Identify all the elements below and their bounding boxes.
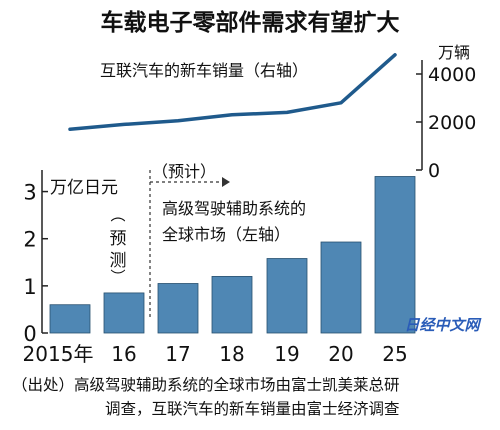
bar: [157, 283, 199, 334]
x-tick-label: 20: [328, 342, 353, 366]
bar: [211, 276, 253, 334]
line-layer: [68, 53, 397, 131]
bar: [374, 176, 416, 334]
x-tick-label: 16: [111, 342, 136, 366]
bar: [103, 292, 145, 334]
forecast-note-close: ︶: [110, 268, 125, 286]
right-tick-label: 0: [428, 160, 440, 182]
left-tick-label: 1: [23, 275, 36, 299]
right-axis: 0 2000 4000: [416, 60, 476, 182]
bar-axis-unit: 万亿日元: [50, 178, 118, 198]
source-line-2: 调查，互联汽车的新车销量由富士经济调查: [105, 400, 400, 418]
forecast-note: ︵ 预测︶: [110, 206, 127, 286]
line-series-name: 互联汽车的新车销量（右轴）: [100, 61, 308, 80]
forecast-arrow-head: [222, 177, 230, 187]
x-tick-label: 2015年: [23, 342, 94, 366]
right-tick-label: 2000: [428, 112, 476, 134]
forecast-range-label: （预计）: [152, 162, 216, 181]
line-axis-unit: 万辆: [438, 43, 470, 62]
forecast-note-char: 测: [110, 251, 127, 271]
x-tick-label: 18: [219, 342, 244, 366]
bar-series-name-line2: 全球市场（左轴）: [162, 225, 290, 244]
line-series: [68, 53, 397, 131]
bar-series-name-line1: 高级驾驶辅助系统的: [162, 199, 306, 218]
forecast-note-char: 预: [110, 229, 127, 249]
x-axis-labels: 2015年 16 17 18 19 20 25: [23, 342, 408, 366]
forecast-note-open: ︵: [110, 206, 125, 224]
chart-title: 车载电子零部件需求有望扩大: [101, 9, 400, 36]
x-tick-label: 17: [165, 342, 190, 366]
bars-layer: [49, 176, 416, 334]
bar: [49, 304, 91, 334]
bar: [266, 258, 308, 334]
source-line-1: （出处）高级驾驶辅助系统的全球市场由富士凯美莱总研: [12, 376, 400, 394]
right-tick-label: 4000: [428, 64, 476, 86]
x-tick-label: 25: [382, 342, 407, 366]
left-tick-label: 0: [23, 322, 36, 346]
x-tick-label: 19: [274, 342, 299, 366]
bar: [320, 241, 362, 334]
left-tick-label: 2: [23, 228, 36, 252]
watermark: 日经中文网: [404, 316, 482, 334]
left-axis: 0 1 2 3: [23, 170, 48, 346]
left-tick-label: 3: [23, 181, 36, 205]
